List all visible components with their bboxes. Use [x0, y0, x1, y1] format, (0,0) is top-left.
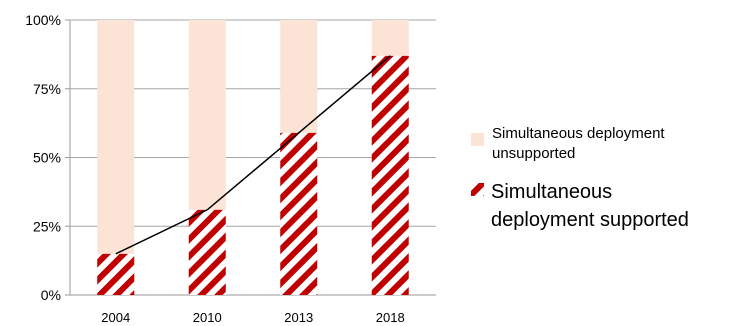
y-tick-label: 75%: [33, 81, 61, 97]
legend-swatch-supported: [471, 183, 484, 196]
x-axis-ticks: 2004 2010 2013 2018: [101, 310, 404, 325]
x-tick-label: 2010: [193, 310, 222, 325]
x-tick-label: 2004: [101, 310, 130, 325]
legend-label-unsupported-line1: Simultaneous deployment: [492, 125, 665, 142]
legend-swatch-unsupported: [471, 133, 484, 146]
y-tick-label: 50%: [33, 150, 61, 166]
trend-line-group: [115, 55, 391, 255]
bar-unsupported-2013: [280, 20, 318, 133]
y-tick-label: 25%: [33, 218, 61, 234]
x-tick-label: 2013: [284, 310, 313, 325]
legend: Simultaneous deployment unsupported Simu…: [471, 125, 689, 231]
bar-unsupported-2004: [97, 20, 135, 254]
bar-supported-2018: [371, 55, 409, 295]
trend-line: [115, 55, 391, 255]
legend-label-supported-line2: deployment supported: [491, 209, 689, 231]
y-tick-label: 0%: [41, 287, 61, 303]
y-axis-ticks: 0% 25% 50% 75% 100%: [25, 12, 61, 303]
legend-label-unsupported-line2: unsupported: [492, 145, 575, 162]
bars: [97, 20, 409, 295]
y-tick-label: 100%: [25, 12, 61, 28]
bar-unsupported-2010: [188, 20, 226, 210]
bar-supported-2010: [188, 209, 226, 295]
x-tick-label: 2018: [376, 310, 405, 325]
legend-label-supported-line1: Simultaneous: [491, 181, 612, 203]
bar-unsupported-2018: [371, 20, 409, 56]
bar-supported-2004: [97, 253, 135, 295]
bar-supported-2013: [280, 132, 318, 295]
